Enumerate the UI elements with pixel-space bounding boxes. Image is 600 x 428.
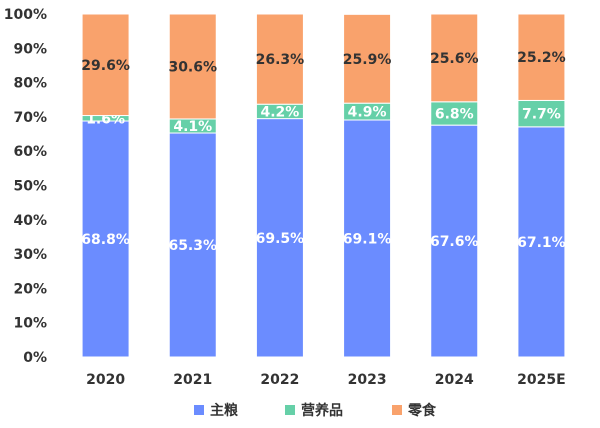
- y-tick-label: 90%: [13, 41, 47, 57]
- legend-item: 主粮: [194, 402, 239, 419]
- data-label: 69.1%: [343, 231, 392, 247]
- y-tick-label: 30%: [13, 247, 47, 263]
- x-tick-label: 2024: [435, 372, 474, 388]
- bar-segment: [517, 126, 566, 358]
- y-tick-label: 40%: [13, 213, 47, 229]
- data-label: 4.2%: [261, 104, 300, 120]
- data-label: 25.6%: [430, 51, 479, 67]
- x-tick-label: 2020: [86, 372, 125, 388]
- y-tick-label: 20%: [13, 281, 47, 297]
- bar-segment: [168, 13, 217, 120]
- bar-segment: [81, 120, 130, 358]
- data-label: 67.1%: [517, 235, 566, 251]
- bar-segment: [517, 13, 566, 101]
- x-tick-label: 2021: [173, 372, 212, 388]
- legend-label: 零食: [407, 402, 437, 419]
- bar-stack: 65.3% 4.1% 30.6%: [168, 13, 217, 358]
- bar-stack: 69.1% 4.9% 25.9%: [343, 13, 392, 358]
- bar-segment: [81, 13, 130, 117]
- y-tick-label: 60%: [13, 144, 47, 160]
- data-label: 25.9%: [343, 52, 392, 68]
- data-label: 4.1%: [173, 119, 212, 135]
- legend-swatch: [194, 405, 204, 415]
- bar-segment: [168, 132, 217, 358]
- y-tick-label: 10%: [13, 316, 47, 332]
- legend-swatch: [285, 405, 295, 415]
- legend-item: 零食: [392, 402, 437, 419]
- legend-label: 营养品: [301, 402, 343, 419]
- y-tick-label: 0%: [23, 350, 47, 366]
- bars-area: 68.8%1.6%29.6% 65.3% 4.1% 30.6% 69.5% 4.2% 26.…: [81, 13, 566, 358]
- data-label: 26.3%: [256, 52, 305, 68]
- data-label: 4.9%: [348, 105, 387, 121]
- bar-segment: [343, 13, 392, 104]
- bar-segment: [255, 118, 304, 358]
- data-label: 68.8%: [81, 232, 130, 248]
- y-tick-label: 100%: [4, 7, 47, 23]
- y-tick-label: 50%: [13, 179, 47, 195]
- data-label: 29.6%: [81, 58, 130, 74]
- x-axis: 2020 2021 2022 2023 2024 2025E: [86, 372, 566, 388]
- legend-item: 营养品: [285, 402, 343, 419]
- bar-segment: [430, 124, 479, 358]
- x-tick-label: 2025E: [517, 372, 566, 388]
- bar-segment: [255, 13, 304, 105]
- x-tick-label: 2022: [260, 372, 299, 388]
- data-label: 25.2%: [517, 50, 566, 66]
- data-label: 67.6%: [430, 234, 479, 250]
- data-label: 7.7%: [522, 107, 561, 123]
- bar-stack: 67.6% 6.8% 25.6%: [430, 13, 479, 358]
- bar-segment: [517, 99, 566, 128]
- bar-stack: 67.1% 7.7% 25.2%: [517, 13, 566, 358]
- y-axis: 0% 10% 20% 30% 40% 50% 60% 70% 80% 90% 100%: [4, 7, 47, 366]
- bar-segment: [343, 119, 392, 358]
- x-tick-label: 2023: [348, 372, 387, 388]
- y-tick-label: 80%: [13, 76, 47, 92]
- data-label: 30.6%: [168, 59, 217, 75]
- bar-stack: 69.5% 4.2% 26.3%: [255, 13, 305, 358]
- bar-stack: 68.8%1.6%29.6%: [81, 13, 130, 358]
- data-label: 65.3%: [168, 238, 217, 254]
- y-tick-label: 70%: [13, 110, 47, 126]
- legend: 主粮 营养品 零食: [194, 402, 437, 419]
- legend-swatch: [392, 405, 402, 415]
- bar-segment: [430, 13, 479, 103]
- data-label: 6.8%: [435, 106, 474, 122]
- data-label: 69.5%: [256, 231, 305, 247]
- legend-label: 主粮: [210, 402, 239, 419]
